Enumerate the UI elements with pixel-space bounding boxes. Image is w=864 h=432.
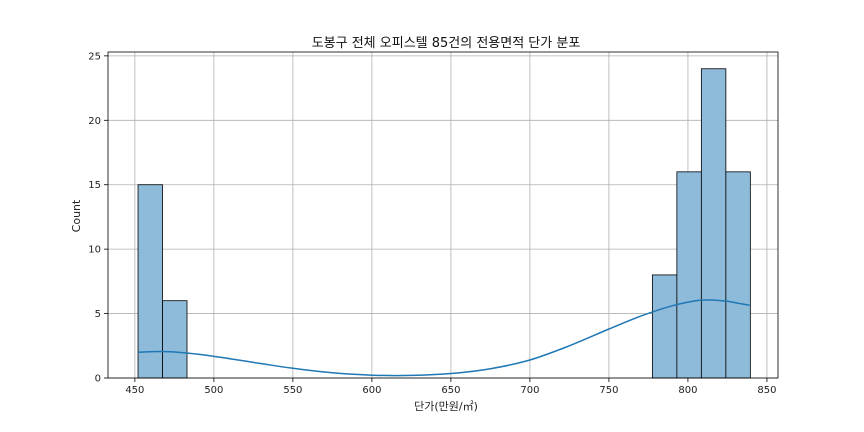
histogram-bar (651, 274, 678, 379)
x-tick-label: 800 (678, 385, 697, 396)
y-tick-label: 20 (88, 116, 101, 127)
plot-frame (107, 51, 779, 379)
x-tick-label: 550 (283, 385, 302, 396)
histogram-bars (137, 68, 751, 379)
chart-title: 도봉구 전체 오피스텔 85건의 전용면적 단가 분포 (312, 36, 581, 51)
histogram-bar (700, 68, 727, 379)
x-tick-label: 450 (125, 385, 144, 396)
histogram-bar (676, 171, 702, 379)
x-tick-label: 750 (599, 385, 618, 396)
y-tick-label: 0 (95, 374, 101, 385)
y-tick-label: 5 (95, 309, 101, 320)
x-axis-label: 단가(만원/㎡) (414, 400, 478, 413)
y-tick-label: 10 (88, 245, 101, 256)
x-tick-label: 650 (441, 385, 460, 396)
y-tick-label: 15 (88, 180, 101, 191)
x-tick-label: 500 (204, 385, 223, 396)
x-axis-ticks: 450 500 550 600 650 700 750 800 850 (125, 378, 776, 396)
y-axis-ticks: 0 5 10 15 20 25 (88, 51, 108, 385)
histogram-bar (725, 171, 751, 379)
x-tick-label: 600 (362, 385, 381, 396)
x-tick-label: 700 (520, 385, 539, 396)
x-tick-label: 850 (757, 385, 776, 396)
histogram-bar (162, 300, 188, 379)
kde-curve (137, 299, 750, 377)
histogram-bar (137, 184, 163, 379)
y-axis-label: Count (70, 199, 83, 232)
y-tick-label: 25 (88, 51, 101, 62)
